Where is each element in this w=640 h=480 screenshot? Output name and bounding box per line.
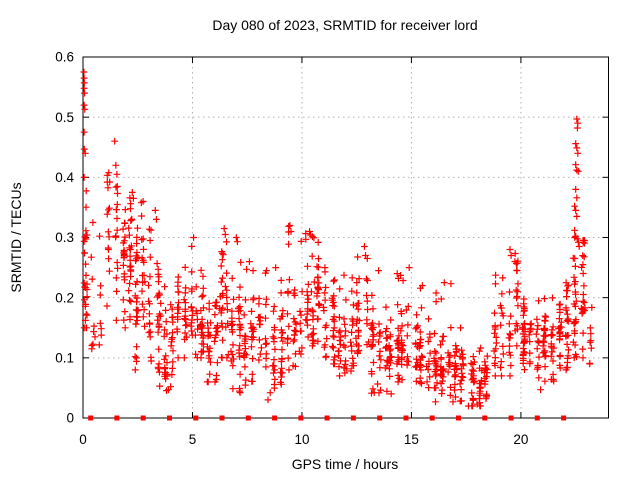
y-axis-label: SRMTID / TECUs (8, 182, 24, 292)
x-tick-label: 10 (294, 432, 309, 447)
baseline-square (561, 415, 567, 421)
baseline-square (377, 415, 383, 421)
baseline-square (324, 415, 330, 421)
baseline-squares-series (88, 415, 567, 421)
y-tick-label: 0.1 (55, 351, 74, 366)
y-tick-label: 0.4 (55, 170, 74, 185)
x-tick-label: 5 (189, 432, 197, 447)
baseline-square (245, 415, 251, 421)
baseline-square (482, 415, 488, 421)
x-tick-label: 0 (79, 432, 87, 447)
baseline-square (429, 415, 435, 421)
baseline-square (403, 415, 409, 421)
x-tick-label: 15 (404, 432, 419, 447)
y-tick-label: 0 (66, 411, 74, 426)
x-tick-label: 20 (513, 432, 528, 447)
y-tick-label: 0.2 (55, 290, 74, 305)
baseline-square (534, 415, 540, 421)
y-tick-label: 0.5 (55, 110, 74, 125)
baseline-square (298, 415, 304, 421)
baseline-square (88, 415, 94, 421)
y-tick-label: 0.3 (55, 230, 74, 245)
baseline-square (140, 415, 146, 421)
baseline-square (114, 415, 120, 421)
baseline-square (219, 415, 225, 421)
x-axis-label: GPS time / hours (292, 456, 399, 472)
baseline-square (193, 415, 199, 421)
baseline-square (350, 415, 356, 421)
srmtid-points-path (80, 68, 596, 410)
baseline-square (272, 415, 278, 421)
scatter-points-series (80, 68, 596, 410)
baseline-square (456, 415, 461, 421)
chart-title: Day 080 of 2023, SRMTID for receiver lor… (212, 17, 477, 33)
y-tick-label: 0.6 (55, 50, 74, 65)
tick-labels: 0 5 10 15 20 0 0.1 0.2 0.3 0.4 0.5 0.6 (55, 50, 528, 447)
baseline-square (167, 415, 172, 421)
baseline-square (508, 415, 514, 421)
